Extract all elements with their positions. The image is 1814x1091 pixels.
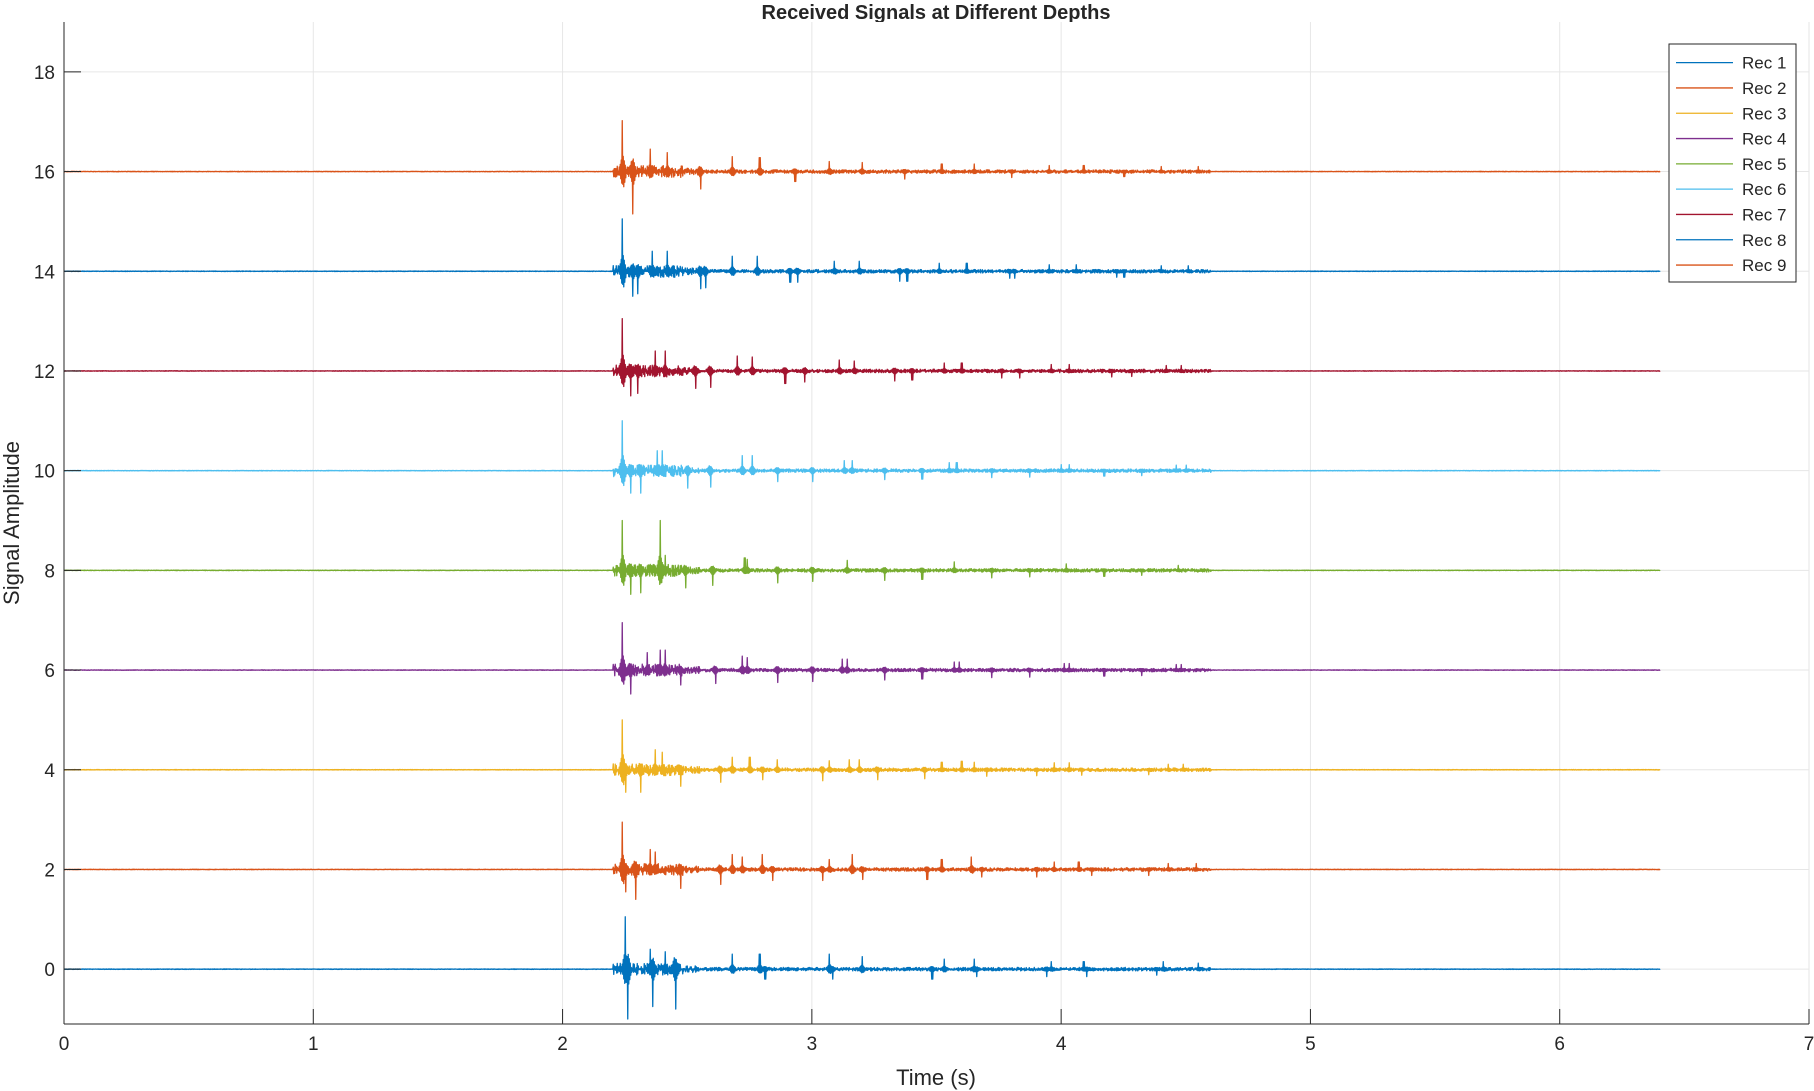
legend-label: Rec 2	[1742, 79, 1786, 98]
x-tick-label: 5	[1305, 1034, 1316, 1055]
y-tick-label: 12	[34, 362, 55, 383]
series-line-rec-9	[63, 120, 1661, 215]
y-tick-label: 8	[44, 561, 55, 582]
y-tick-label: 0	[44, 960, 55, 981]
series-line-rec-7	[63, 317, 1661, 397]
x-tick-label: 6	[1554, 1034, 1565, 1055]
x-tick-label: 7	[1804, 1034, 1814, 1055]
y-tick-label: 10	[34, 462, 55, 483]
chart-title: Received Signals at Different Depths	[762, 2, 1111, 24]
y-tick-label: 4	[44, 761, 55, 782]
y-tick-label: 14	[34, 262, 56, 283]
x-tick-label: 4	[1056, 1034, 1067, 1055]
series-line-rec-1	[63, 916, 1661, 1020]
series-line-rec-4	[63, 622, 1661, 695]
legend-label: Rec 7	[1742, 205, 1786, 224]
x-tick-label: 3	[807, 1034, 818, 1055]
legend-label: Rec 6	[1742, 180, 1786, 199]
series-line-rec-2	[63, 821, 1661, 901]
x-tick-label: 2	[557, 1034, 568, 1055]
legend-label: Rec 9	[1742, 256, 1786, 275]
x-axis-label: Time (s)	[896, 1065, 976, 1090]
y-tick-label: 18	[34, 63, 55, 84]
legend-label: Rec 4	[1742, 130, 1786, 149]
x-tick-label: 1	[308, 1034, 319, 1055]
y-tick-label: 6	[44, 661, 55, 682]
y-axis-label: Signal Amplitude	[0, 441, 24, 605]
legend-label: Rec 3	[1742, 104, 1786, 123]
series-line-rec-6	[63, 420, 1661, 494]
series-layer	[63, 120, 1661, 1020]
legend-label: Rec 8	[1742, 231, 1786, 250]
legend: Rec 1 Rec 2 Rec 3 Rec 4 Rec 5 Rec 6 Rec 7 Rec 8…	[1668, 43, 1797, 283]
legend-box	[1668, 43, 1797, 283]
x-tick-label: 0	[59, 1034, 70, 1055]
series-line-rec-8	[63, 218, 1661, 297]
plot-area	[64, 22, 1809, 1024]
series-line-rec-5	[63, 519, 1661, 595]
legend-label: Rec 1	[1742, 54, 1786, 73]
y-tick-label: 2	[44, 860, 55, 881]
legend-label: Rec 5	[1742, 155, 1786, 174]
series-line-rec-3	[63, 719, 1661, 793]
y-tick-label: 16	[34, 163, 55, 184]
